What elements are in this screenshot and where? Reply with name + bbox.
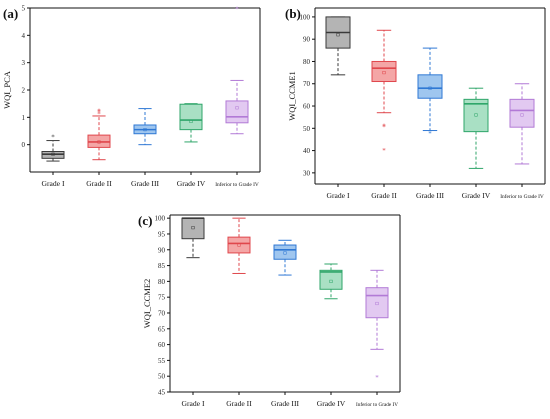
panel-label: (b) — [285, 6, 301, 21]
y-tick-label: 45 — [158, 389, 166, 397]
box-3: Grade III — [271, 240, 300, 408]
box-iqr — [226, 101, 248, 123]
box-iqr — [418, 75, 442, 98]
box-4: Grade IV — [317, 264, 346, 408]
y-tick-label: 100 — [155, 215, 166, 223]
y-tick-label: 3 — [22, 59, 26, 67]
y-tick-label: 75 — [158, 294, 166, 302]
x-category-label: Grade IV — [317, 399, 346, 408]
y-tick-label: 65 — [158, 325, 166, 333]
y-tick-label: 60 — [303, 103, 311, 111]
y-tick-label: 0 — [22, 141, 26, 149]
y-tick-label: 50 — [158, 373, 166, 381]
box-iqr — [510, 99, 534, 127]
y-tick-label: 70 — [303, 80, 311, 88]
x-category-label: Inferior to Grade IV — [500, 193, 544, 200]
box-3: Grade III — [131, 109, 160, 188]
x-category-label: Grade I — [327, 191, 350, 200]
box-iqr — [228, 237, 250, 253]
chart-panel-1: (a) 0 1 2 3 4 5 WQI_PCA Grade I * Grade II * * * Grade… — [2, 5, 260, 189]
outlier-point: * — [382, 147, 386, 155]
outlier-point: * — [51, 133, 55, 141]
y-tick-label: 1 — [22, 114, 26, 122]
x-category-label: Grade IV — [462, 191, 491, 200]
box-1: Grade I — [182, 218, 205, 408]
y-tick-label: 2 — [22, 87, 26, 95]
box-2: Grade II — [226, 218, 252, 408]
y-tick-label: 30 — [303, 169, 311, 177]
y-tick-label: 4 — [22, 32, 26, 40]
outlier-point: * — [375, 374, 379, 382]
box-iqr — [180, 104, 202, 129]
chart-panel-3: (c) 45 50 55 60 65 70 75 80 85 90 95 100 WQI_CCME2 Gra… — [138, 213, 400, 408]
box-2: Grade II*** — [371, 30, 397, 200]
y-tick-label: 70 — [158, 309, 166, 317]
y-axis-title: WQI_CCME1 — [287, 71, 297, 121]
box-iqr — [274, 245, 296, 259]
y-tick-label: 80 — [303, 58, 311, 66]
box-iqr — [366, 288, 388, 318]
x-category-label: Grade I — [42, 179, 65, 188]
box-2: Grade II*** — [86, 108, 112, 188]
box-4: Grade IV — [177, 104, 206, 188]
y-axis-title: WQI_PCA — [2, 70, 12, 109]
y-tick-label: 60 — [158, 341, 166, 349]
y-tick-label: 90 — [158, 246, 166, 254]
box-4: Grade IV — [462, 88, 491, 200]
box-1: Grade I — [326, 17, 350, 200]
box-1: Grade I * — [42, 133, 65, 188]
panel-label: (c) — [138, 213, 152, 228]
y-tick-label: 90 — [303, 36, 311, 44]
x-category-label: Inferior to Grade IV — [356, 401, 398, 408]
box-5: Inferior to Grade IV — [500, 84, 544, 200]
outlier-point: * — [382, 123, 386, 131]
outlier-point: * — [428, 130, 432, 138]
x-category-label: Grade III — [271, 399, 300, 408]
chart-panel-2: (b) 30 40 50 60 70 80 90 100 WQI_CCME1 Grade I Grad… — [285, 6, 545, 200]
x-category-label: Grade III — [131, 179, 160, 188]
outlier-point: * — [97, 108, 101, 116]
y-tick-label: 5 — [22, 5, 26, 13]
y-tick-label: 95 — [158, 230, 166, 238]
x-category-label: Grade III — [416, 191, 445, 200]
box-5: Inferior to Grade IV * — [215, 6, 259, 188]
x-category-label: Grade IV — [177, 179, 206, 188]
y-tick-label: 100 — [300, 13, 311, 21]
x-category-label: Grade II — [226, 399, 252, 408]
y-tick-label: 40 — [303, 147, 311, 155]
y-tick-label: 55 — [158, 357, 166, 365]
box-iqr — [182, 218, 204, 239]
outlier-point: * — [235, 6, 239, 14]
box-3: Grade III * — [416, 48, 445, 200]
panel-label: (a) — [3, 6, 18, 21]
y-axis-title: WQI_CCME2 — [142, 279, 152, 329]
x-category-label: Inferior to Grade IV — [215, 181, 259, 188]
y-tick-label: 50 — [303, 125, 311, 133]
box-iqr — [320, 270, 342, 289]
y-tick-label: 85 — [158, 262, 166, 270]
y-tick-label: 80 — [158, 278, 166, 286]
x-category-label: Grade II — [86, 179, 112, 188]
x-category-label: Grade I — [182, 399, 205, 408]
x-category-label: Grade II — [371, 191, 397, 200]
box-5: Inferior to Grade IV * — [356, 270, 398, 408]
